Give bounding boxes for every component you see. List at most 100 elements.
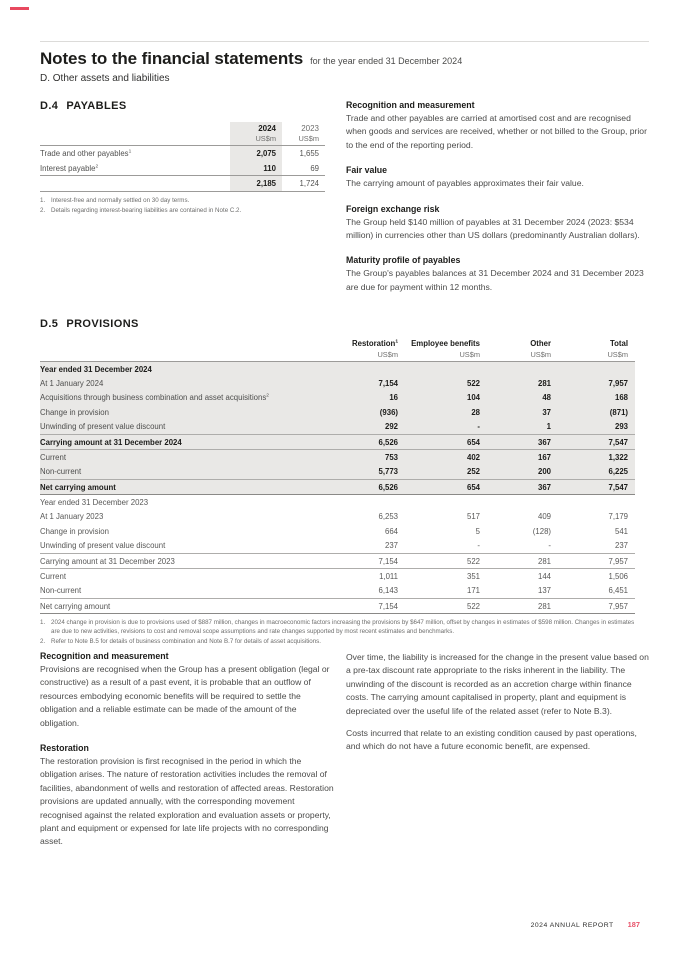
cell-value: 37 [542,407,551,417]
note-heading: Fair value [346,165,388,176]
table-row: Carrying amount at 31 December 2023 7,154… [40,553,635,570]
note-section: Fair value The carrying amount of payabl… [346,165,650,190]
cell-value [551,495,635,510]
payables-footnotes: 1. Interest-free and normally settled on… [40,197,332,216]
cell-value: 252 [398,464,480,480]
footnote-number: 2. [40,207,46,215]
cell-value: 69 [282,160,325,177]
cell-value: - [480,538,551,554]
table-header-row: 2024 US$m 2023 US$m [40,122,325,146]
row-label: Unwinding of present value discount [40,419,340,435]
table-row: Net carrying amount 7,154 522 281 7,957 [40,598,635,615]
note-paragraph: Trade and other payables are carried at … [346,113,647,150]
note-section: Restoration The restoration provision is… [40,743,336,849]
cell-value: 2,075 [230,145,282,161]
cell-value: 167 [537,452,551,462]
header-rule [40,41,649,42]
note-section: Recognition and measurement Trade and ot… [346,100,650,152]
table-row: Current 1,011 351 144 1,506 [40,569,635,584]
cell-value: 664 [384,526,398,536]
table-row: Interest payable2 110 69 [40,160,325,177]
note-heading: Recognition and measurement [346,100,475,110]
cell-value [398,362,480,377]
year-label: 2023 [301,124,319,133]
note-paragraph: Over time, the liability is increased fo… [346,652,649,716]
column-header-other: Other US$m [480,339,551,362]
unit-label: US$m [255,134,276,143]
page-header: Notes to the financial statements for th… [40,49,649,84]
cell-value: 1,011 [379,571,398,581]
cell-value: 522 [398,553,480,570]
cell-value: 28 [471,407,480,417]
note-section: Maturity profile of payables The Group's… [346,255,650,294]
table-header-row: Restoration1 US$m Employee benefits US$m… [40,339,635,362]
cell-value: 654 [398,434,480,451]
footnote: 1. 2024 change in provision is due to pr… [40,619,635,637]
column-header-restoration: Restoration1 US$m [340,339,398,362]
cell-value: 281 [537,379,551,389]
cell-value: 171 [398,583,480,599]
row-label: At 1 January 2023 [40,512,104,522]
table-row: At 1 January 2024 7,154 522 281 7,957 [40,376,635,391]
cell-value: 1,506 [608,571,628,581]
cell-value: 2,185 [230,175,282,192]
row-label: Net carrying amount [40,598,340,615]
cell-value: 6,253 [378,512,398,522]
row-label: Carrying amount at 31 December 2024 [40,434,340,451]
cell-value: 16 [389,393,398,403]
footnote: 2. Refer to Note B.5 for details of busi… [40,638,635,647]
footer-page-number: 187 [627,920,640,929]
cell-value: - [398,419,480,435]
payables-notes-column: Recognition and measurement Trade and ot… [346,100,650,307]
cell-value: 1 [480,419,551,435]
cell-value: 1,655 [299,149,319,158]
cell-value [340,362,398,377]
page-accent-dash [10,7,29,10]
cell-value: 6,143 [340,583,398,599]
cell-value: 522 [466,379,480,389]
provisions-heading-label: PROVISIONS [66,318,139,330]
cell-value [480,495,551,510]
footnote-number: 1. [40,619,46,627]
cell-value: 110 [230,160,282,177]
cell-value: 409 [537,512,551,522]
footnote: 2. Details regarding interest-bearing li… [40,207,332,216]
row-label [40,175,230,192]
cell-value: (128) [532,526,551,536]
empty-header-cell [40,122,230,146]
cell-value: 7,179 [608,512,628,522]
cell-value: 7,154 [340,598,398,615]
cell-value: (936) [379,407,398,417]
cell-value: - [398,538,480,554]
footnote: 1. Interest-free and normally settled on… [40,197,332,206]
table-row: Net carrying amount 6,526 654 367 7,547 [40,479,635,496]
row-label: Change in provision [40,407,109,417]
note-paragraph: The restoration provision is first recog… [40,756,334,847]
row-label: Year ended 31 December 2023 [40,498,149,508]
row-label: Trade and other payables1 [40,149,132,158]
empty-header-cell [40,339,340,362]
payables-heading: D.4 PAYABLES [40,100,332,112]
row-label: Carrying amount at 31 December 2023 [40,553,340,570]
provisions-notes-left: Recognition and measurement Provisions a… [40,651,336,862]
payables-section: D.4 PAYABLES 2024 US$m 2023 US$m [40,100,332,216]
cell-value: 281 [480,553,551,570]
provisions-table: Restoration1 US$m Employee benefits US$m… [40,339,635,615]
cell-value: 367 [480,434,551,451]
cell-value: 7,154 [340,553,398,570]
cell-value: 200 [480,464,551,480]
footnote-text: 2024 change in provision is due to provi… [51,619,635,636]
table-row: Change in provision (936) 28 37 (871) [40,405,635,420]
cell-value [551,362,635,377]
table-row: Non-current 6,143 171 137 6,451 [40,583,635,599]
cell-value: 293 [551,419,635,435]
note-paragraph: The Group's payables balances at 31 Dece… [346,268,644,292]
table-row: Acquisitions through business combinatio… [40,390,635,406]
row-label: Current [40,571,66,581]
table-row: Year ended 31 December 2023 [40,495,635,510]
cell-value: 48 [542,393,551,403]
cell-value: 753 [384,452,398,462]
provisions-footnotes: 1. 2024 change in provision is due to pr… [40,619,635,647]
footnote-number: 2. [40,638,46,646]
